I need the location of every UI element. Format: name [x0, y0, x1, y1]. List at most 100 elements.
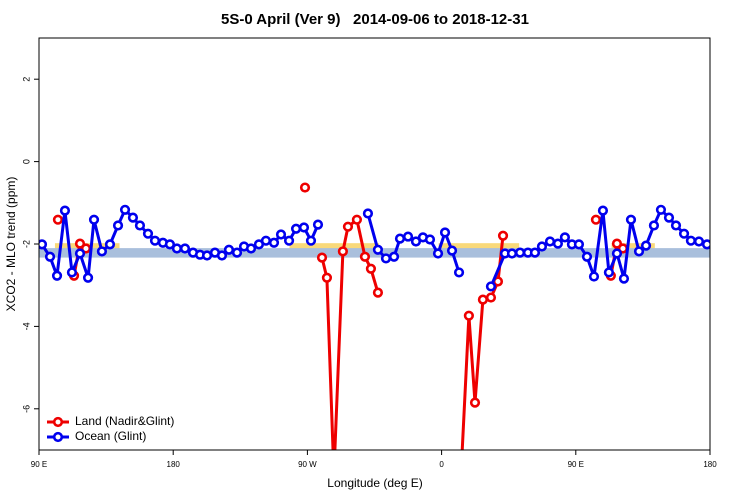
- point: [655, 204, 667, 215]
- plot-area: [39, 182, 710, 479]
- point: [275, 229, 287, 240]
- point: [457, 471, 465, 479]
- point: [648, 220, 660, 231]
- point: [469, 397, 481, 408]
- point: [633, 246, 645, 257]
- point: [394, 233, 406, 244]
- point: [678, 228, 690, 239]
- point: [119, 204, 131, 215]
- point: [603, 267, 615, 278]
- x-tick-label: 0: [439, 460, 444, 469]
- x-tick-label: 90 E: [568, 460, 584, 469]
- point: [88, 214, 100, 225]
- point: [670, 220, 682, 231]
- point: [544, 236, 556, 247]
- point: [693, 236, 705, 247]
- x-tick-label: 180: [167, 460, 181, 469]
- point: [164, 239, 176, 250]
- point: [127, 212, 139, 223]
- point: [66, 267, 78, 278]
- point: [380, 253, 392, 264]
- point: [134, 220, 146, 231]
- point: [283, 235, 295, 246]
- x-axis-label: Longitude (deg E): [327, 476, 422, 490]
- point: [51, 270, 63, 281]
- point: [316, 252, 328, 263]
- point: [477, 294, 489, 305]
- point: [362, 208, 374, 219]
- point: [402, 231, 414, 242]
- point: [171, 243, 183, 254]
- point: [410, 236, 422, 247]
- y-tick-label: -2: [21, 240, 31, 248]
- point: [611, 248, 623, 259]
- point: [223, 244, 235, 255]
- point: [201, 250, 213, 261]
- point: [372, 287, 384, 298]
- point: [536, 241, 548, 252]
- point: [497, 230, 509, 241]
- point: [112, 220, 124, 231]
- point: [365, 263, 377, 274]
- point: [359, 251, 371, 262]
- point: [74, 248, 86, 259]
- point: [337, 246, 348, 257]
- point: [701, 239, 710, 250]
- point: [82, 272, 94, 283]
- point: [268, 237, 280, 248]
- point: [388, 251, 400, 262]
- point: [485, 281, 497, 292]
- legend-marker: [52, 431, 64, 443]
- point: [39, 239, 48, 250]
- point: [260, 235, 272, 246]
- y-tick-label: -6: [21, 405, 31, 413]
- legend-marker: [52, 416, 64, 428]
- chart-title: 5S-0 April (Ver 9) 2014-09-06 to 2018-12…: [221, 11, 529, 28]
- point: [559, 232, 571, 243]
- point: [597, 205, 609, 216]
- point: [351, 214, 363, 225]
- point: [529, 247, 541, 258]
- point: [573, 239, 585, 250]
- legend-label: Land (Nadir&Glint): [75, 414, 174, 428]
- point: [290, 223, 302, 234]
- legend-label: Ocean (Glint): [75, 429, 146, 443]
- point: [506, 248, 518, 259]
- point: [552, 238, 564, 249]
- point: [245, 243, 257, 254]
- y-tick-label: -4: [21, 322, 31, 330]
- point: [305, 235, 317, 246]
- point: [463, 310, 474, 321]
- point: [44, 251, 56, 262]
- point: [590, 214, 602, 225]
- point: [231, 247, 243, 258]
- point: [298, 222, 310, 233]
- x-tick-label: 90 W: [298, 460, 317, 469]
- x-tick-label: 90 E: [31, 460, 47, 469]
- point: [96, 246, 108, 257]
- point: [625, 214, 637, 225]
- point: [618, 273, 630, 284]
- point: [104, 239, 116, 250]
- point: [142, 228, 154, 239]
- series-line: [72, 218, 624, 450]
- point: [446, 245, 458, 256]
- point: [514, 247, 526, 258]
- point: [342, 221, 354, 232]
- point: [685, 235, 697, 246]
- y-tick-label: 2: [21, 77, 31, 82]
- point: [581, 251, 593, 262]
- point: [485, 292, 497, 303]
- point: [179, 243, 191, 254]
- point: [372, 244, 384, 255]
- point: [453, 267, 465, 278]
- point: [312, 219, 324, 230]
- point: [299, 182, 311, 193]
- point: [216, 250, 228, 261]
- point: [663, 212, 675, 223]
- point: [432, 248, 444, 259]
- x-tick-label: 180: [703, 460, 717, 469]
- point: [439, 227, 451, 238]
